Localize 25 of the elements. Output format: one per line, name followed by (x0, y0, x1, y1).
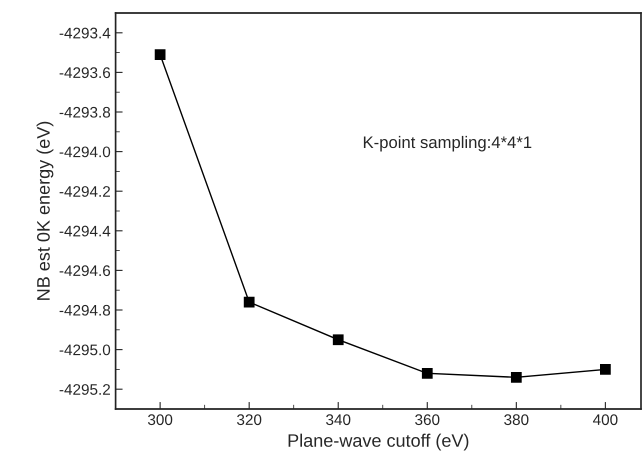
point (244, 296, 255, 308)
x-tick-label: 300 (148, 414, 172, 426)
x-tick-label: 340 (326, 414, 350, 426)
x-tick-label: 400 (592, 414, 618, 426)
y-tick-label: -4294.0 (60, 146, 110, 158)
y-tick-label: -4293.4 (60, 28, 110, 38)
point (510, 372, 522, 383)
point (332, 334, 344, 346)
y-axis-title: NB est 0K energy (eV) (36, 122, 54, 300)
x-tick-label: 320 (237, 414, 262, 426)
point (422, 368, 433, 379)
y-tick-label: -4294.6 (60, 265, 110, 276)
y-tick-label: -4294.8 (60, 304, 110, 316)
x-tick-label: 380 (504, 414, 528, 426)
y-tick-label: -4294.2 (60, 186, 110, 197)
annotation: K-point sampling:4*4*1 (364, 136, 532, 152)
y-tick-label: -4294.4 (60, 226, 110, 236)
y-tick-label: -4293.8 (60, 106, 110, 118)
point (154, 49, 166, 60)
x-axis-title: Plane-wave cutoff (eV) (288, 434, 468, 450)
y-tick-label: -4293.6 (60, 67, 110, 78)
y-tick-label: -4295.2 (60, 384, 110, 395)
point (600, 364, 611, 375)
y-tick-label: -4295.0 (60, 344, 110, 356)
x-tick-label: 360 (415, 414, 440, 426)
